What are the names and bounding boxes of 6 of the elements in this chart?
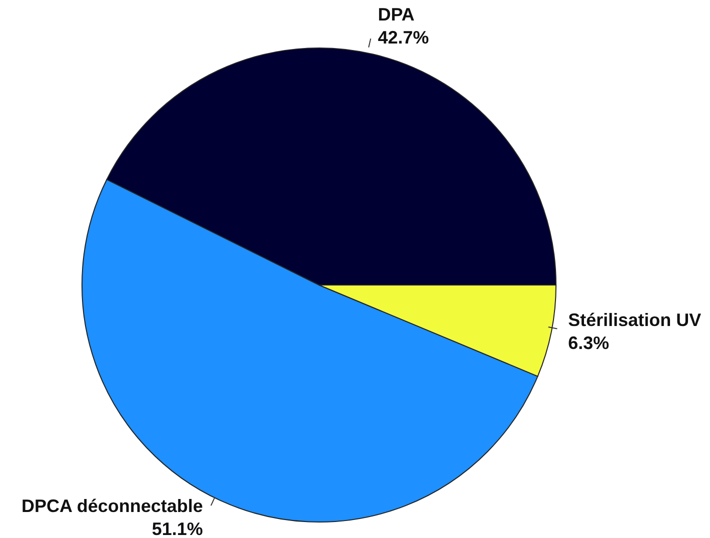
data-label: 42.7%	[378, 27, 429, 48]
slice-label: Stérilisation UV	[568, 310, 702, 330]
data-label: 51.1%	[152, 518, 203, 538]
slice-label: DPA	[378, 4, 415, 24]
data-label: 6.3%	[568, 332, 610, 353]
slice-label: DPCA déconnectable	[22, 496, 203, 516]
